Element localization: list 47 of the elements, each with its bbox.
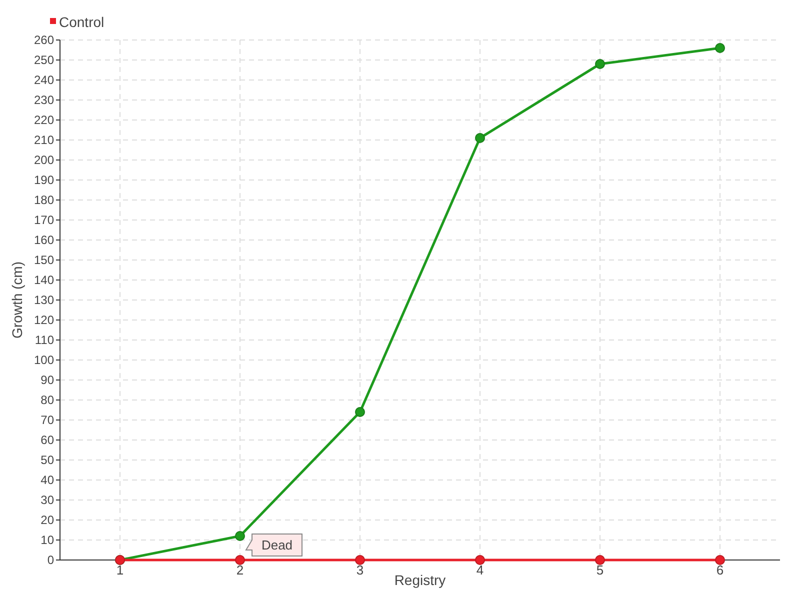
y-tick-label: 180 [34,193,54,208]
y-tick-label: 60 [40,433,54,448]
x-tick-label: 6 [716,562,724,578]
y-tick-label: 90 [40,373,54,388]
y-tick-label: 160 [34,233,54,248]
y-tick-label: 260 [34,33,54,48]
x-tick-label: 2 [236,562,244,578]
y-tick-label: 250 [34,53,54,68]
y-tick-label: 120 [34,313,54,328]
point [475,555,485,565]
x-tick-label: 1 [116,562,124,578]
point [475,133,485,143]
y-tick-label: 200 [34,153,54,168]
point [355,407,365,417]
y-tick-label: 10 [40,533,54,548]
y-tick-label: 70 [40,413,54,428]
legend-label: Control [59,14,104,30]
point [595,555,605,565]
y-tick-label: 0 [47,553,54,568]
y-tick-label: 230 [34,93,54,108]
x-tick-label: 5 [596,562,604,578]
y-tick-label: 110 [34,333,54,348]
y-tick-label: 150 [34,253,54,268]
y-tick-label: 20 [40,513,54,528]
y-tick-label: 210 [34,133,54,148]
point [595,59,605,69]
x-tick-label: 3 [356,562,364,578]
y-tick-label: 100 [34,353,54,368]
y-tick-label: 40 [40,473,54,488]
y-tick-label: 80 [40,393,54,408]
point [235,555,245,565]
y-tick-label: 30 [40,493,54,508]
y-tick-label: 140 [34,273,54,288]
y-axis-title: Growth (cm) [9,262,25,338]
y-tick-label: 170 [34,213,54,228]
y-tick-label: 190 [34,173,54,188]
point [715,43,725,53]
point [235,531,245,541]
x-tick-label: 4 [476,562,484,578]
y-tick-label: 240 [34,73,54,88]
y-tick-label: 50 [40,453,54,468]
point [355,555,365,565]
y-tick-label: 130 [34,293,54,308]
x-axis-title: Registry [394,572,446,588]
point [715,555,725,565]
y-tick-label: 220 [34,113,54,128]
annotation: Dead [261,538,293,553]
